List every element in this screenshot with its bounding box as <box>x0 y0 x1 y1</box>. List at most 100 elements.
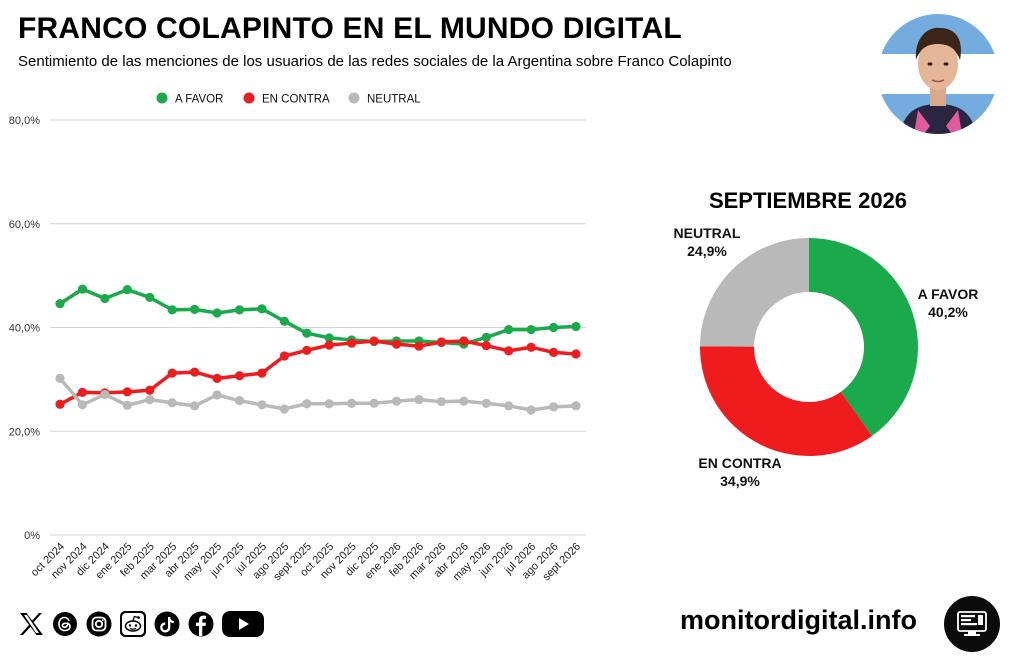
data-point-en-contra <box>548 347 559 357</box>
data-point-neutral <box>190 401 200 411</box>
data-point-a-favor <box>100 293 110 304</box>
data-point-neutral <box>100 389 110 400</box>
legend-item-en-contra: EN CONTRA <box>243 92 330 106</box>
avatar <box>878 14 998 134</box>
data-point-en-contra <box>571 349 581 359</box>
data-point-en-contra <box>190 367 200 377</box>
reddit-icon[interactable] <box>118 607 148 641</box>
legend-marker <box>156 92 168 104</box>
data-point-neutral <box>369 398 379 408</box>
series-a-favor <box>55 284 581 349</box>
data-point-en-contra <box>436 337 446 347</box>
slice-label: EN CONTRA <box>698 455 781 471</box>
data-point-neutral <box>548 402 559 412</box>
data-point-en-contra <box>347 338 357 348</box>
data-point-neutral <box>234 396 245 406</box>
data-point-a-favor <box>504 324 514 335</box>
legend-marker <box>348 92 360 104</box>
data-point-a-favor <box>145 292 155 303</box>
youtube-icon[interactable] <box>220 607 266 641</box>
data-point-a-favor <box>257 304 267 314</box>
y-tick-label: 20,0% <box>9 426 40 438</box>
data-point-neutral <box>481 398 491 408</box>
legend-label: EN CONTRA <box>262 94 330 106</box>
data-point-a-favor <box>526 324 536 335</box>
slice-value: 24,9% <box>687 243 727 259</box>
data-point-en-contra <box>279 351 289 361</box>
data-point-neutral <box>391 396 402 406</box>
series-neutral <box>55 373 581 415</box>
data-point-a-favor <box>77 284 88 294</box>
data-point-neutral <box>212 390 222 400</box>
data-point-neutral <box>526 405 536 415</box>
instagram-icon[interactable] <box>84 607 114 641</box>
data-point-neutral <box>324 399 334 409</box>
x-icon[interactable] <box>16 607 46 641</box>
data-point-neutral <box>302 399 312 409</box>
data-point-en-contra <box>55 399 65 409</box>
data-point-en-contra <box>369 336 379 346</box>
data-point-neutral <box>347 398 357 408</box>
legend-label: A FAVOR <box>175 94 223 106</box>
slice-label: A FAVOR <box>918 286 979 302</box>
data-point-a-favor <box>55 299 65 309</box>
page-subtitle: Sentimiento de las menciones de los usua… <box>18 53 732 70</box>
legend-item-a-favor: A FAVOR <box>156 92 223 106</box>
data-point-neutral <box>279 404 289 414</box>
data-point-en-contra <box>257 368 267 378</box>
data-point-en-contra <box>234 371 245 381</box>
data-point-en-contra <box>324 340 334 350</box>
series-line-en-contra <box>59 339 577 406</box>
monitor-logo-icon <box>944 596 1000 652</box>
page-title: FRANCO COLAPINTO EN EL MUNDO DIGITAL <box>18 12 682 45</box>
data-point-en-contra <box>481 341 491 351</box>
data-point-en-contra <box>77 387 88 397</box>
legend-item-neutral: NEUTRAL <box>348 92 421 106</box>
data-point-en-contra <box>391 339 402 349</box>
threads-icon[interactable] <box>50 607 80 641</box>
site-name[interactable]: monitordigital.info <box>680 605 917 635</box>
data-point-en-contra <box>414 341 424 351</box>
data-point-en-contra <box>302 345 312 355</box>
tiktok-icon[interactable] <box>152 607 182 641</box>
sentiment-donut-chart: A FAVOR 40,2% EN CONTRA 34,9% NEUTRAL 24,9% <box>674 225 979 489</box>
y-tick-label: 40,0% <box>9 323 40 335</box>
data-point-a-favor <box>324 333 334 343</box>
facebook-icon[interactable] <box>186 607 216 641</box>
donut-slice-en-contra <box>700 346 872 456</box>
data-point-neutral <box>77 400 88 410</box>
data-point-en-contra <box>459 336 469 346</box>
slice-label: NEUTRAL <box>674 225 741 241</box>
data-point-neutral <box>571 401 581 411</box>
data-point-a-favor <box>234 305 245 315</box>
data-point-en-contra <box>167 368 177 378</box>
legend-marker <box>243 92 255 104</box>
data-point-en-contra <box>504 346 514 356</box>
data-point-neutral <box>122 400 132 410</box>
y-tick-label: 80,0% <box>9 115 40 127</box>
data-point-a-favor <box>571 321 581 332</box>
data-point-en-contra <box>145 385 155 395</box>
donut-title: SEPTIEMBRE 2026 <box>708 188 908 213</box>
y-axis-ticks: 0% 20,0% 40,0% 60,0% 80,0% <box>9 115 40 542</box>
data-point-a-favor <box>190 304 200 314</box>
data-point-neutral <box>257 400 267 410</box>
slice-value: 34,9% <box>720 473 760 489</box>
chart-series <box>55 284 581 415</box>
data-point-neutral <box>504 401 514 411</box>
social-icons <box>16 607 266 641</box>
data-point-en-contra <box>526 342 536 352</box>
donut-slice-a-favor <box>809 238 918 436</box>
data-point-a-favor <box>212 308 222 318</box>
y-tick-label: 60,0% <box>9 219 40 231</box>
data-point-neutral <box>55 373 65 383</box>
series-line-a-favor <box>59 287 577 346</box>
donut-slice-neutral <box>700 238 809 347</box>
chart-legend: A FAVOR EN CONTRA NEUTRAL <box>156 92 421 106</box>
legend-label: NEUTRAL <box>367 94 421 106</box>
data-point-a-favor <box>302 328 312 338</box>
series-en-contra <box>55 336 581 409</box>
data-point-neutral <box>414 395 424 405</box>
data-point-en-contra <box>122 387 132 397</box>
